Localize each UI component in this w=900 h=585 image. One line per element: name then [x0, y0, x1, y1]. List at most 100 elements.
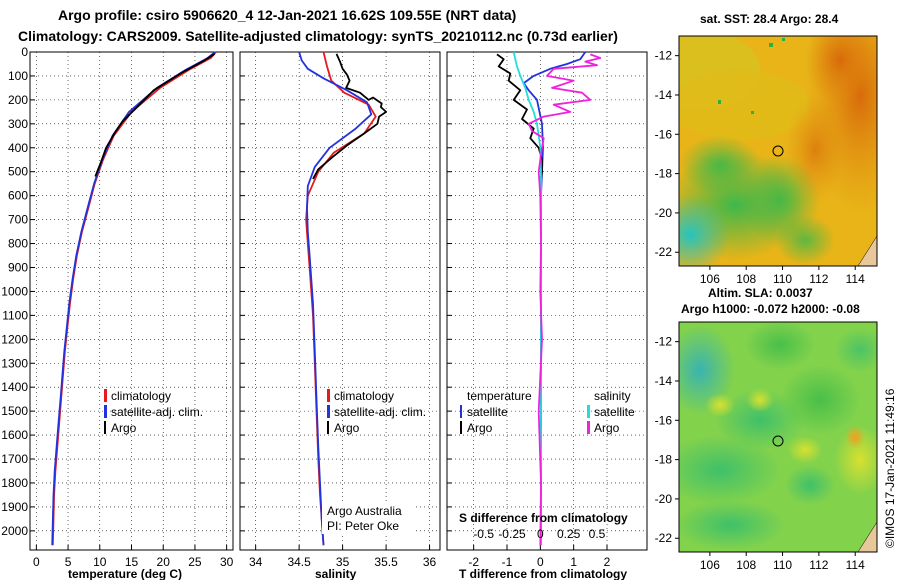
- depth-axis: 0 100 200 300 400 500 600 700 800 900 1000 1100 1200…: [1, 45, 28, 538]
- s-tick-label: -0.25: [498, 527, 526, 541]
- legend-swatch-climatology: [327, 389, 330, 402]
- sla-map: [679, 322, 877, 552]
- s-tick-label: 0: [537, 527, 544, 541]
- depth-tick-label: 300: [8, 117, 28, 131]
- x-tick-label: -1: [502, 555, 513, 569]
- legend-label-s-satellite: satellite: [594, 405, 635, 419]
- map-y-tick-label: -20: [655, 492, 673, 506]
- series-line-s-satellite: [512, 51, 542, 546]
- salinity-xlabel: salinity: [315, 567, 357, 580]
- depth-tick-label: 100: [8, 69, 28, 83]
- depth-tick-label: 500: [8, 165, 28, 179]
- series-line-climatology: [305, 51, 377, 546]
- depth-tick-label: 400: [8, 141, 28, 155]
- legend-swatch-t-argo: [460, 421, 462, 434]
- series-line-satellite-adj-clim-: [298, 51, 373, 546]
- header-line-1: Argo profile: csiro 5906620_4 12-Jan-202…: [58, 7, 516, 23]
- legend-swatch-s-satellite: [587, 405, 590, 418]
- header-line-2: Climatology: CARS2009. Satellite-adjuste…: [18, 28, 618, 44]
- map-y-tick-label: -14: [655, 88, 673, 102]
- legend-swatch-satellite: [327, 405, 330, 418]
- salinity-legend: climatology satellite-adj. clim. Argo: [327, 389, 426, 435]
- x-tick-label: 5: [65, 555, 72, 569]
- difference-xlabel: T difference from climatology: [459, 567, 627, 580]
- x-tick-label: 20: [157, 555, 171, 569]
- depth-tick-label: 1900: [1, 500, 28, 514]
- sst-map: [679, 36, 877, 266]
- legend-label-t-argo: Argo: [467, 421, 493, 435]
- depth-tick-label: 600: [8, 189, 28, 203]
- depth-tick-label: 1800: [1, 476, 28, 490]
- note-line-2: PI: Peter Oke: [327, 519, 399, 533]
- depth-tick-label: 200: [8, 93, 28, 107]
- s-difference-title: S difference from climatology: [459, 511, 628, 525]
- x-tick-label: 35.5: [374, 555, 398, 569]
- legend-label-s-argo: Argo: [594, 421, 620, 435]
- map-x-tick-label: 112: [809, 272, 828, 286]
- s-difference-axis: -0.5 -0.25 0 0.25 0.5: [473, 527, 605, 541]
- map-y-tick-label: -22: [655, 531, 673, 545]
- sla-map-title: Altim. SLA: 0.0037: [708, 286, 813, 300]
- map-y-tick-label: -12: [655, 49, 673, 63]
- argo-location-marker: [772, 145, 784, 157]
- x-tick-label: 2: [604, 555, 611, 569]
- depth-tick-label: 1300: [1, 356, 28, 370]
- note-line-1: Argo Australia: [327, 504, 402, 518]
- depth-tick-label: 1700: [1, 452, 28, 466]
- legend-label-satellite: satellite-adj. clim.: [334, 405, 426, 419]
- temperature-xlabel: temperature (deg C): [68, 567, 182, 580]
- note-background: [322, 502, 414, 534]
- legend-label-t-satellite: satellite: [467, 405, 508, 419]
- x-tick-label: 10: [93, 555, 107, 569]
- series-line-climatology: [51, 51, 217, 546]
- x-tick-label: 0: [33, 555, 40, 569]
- sla-map-subtitle: Argo h1000: -0.072 h2000: -0.08: [681, 302, 860, 316]
- depth-tick-label: 1000: [1, 284, 28, 298]
- depth-tick-label: 800: [8, 237, 28, 251]
- depth-tick-label: 700: [8, 213, 28, 227]
- depth-tick-label: 1400: [1, 380, 28, 394]
- x-axis-ticks: 0 5 10 15 20 25 30 34 34.5 35 35.5 36 -2 -1 0 1 2: [33, 555, 611, 569]
- legend-swatch-argo: [104, 421, 106, 434]
- sst-map-axes: 106 108 110 112 114 -12 -14 -16 -18 -20 -22: [655, 49, 865, 286]
- x-tick-label: 34: [249, 555, 263, 569]
- map-y-tick-label: -16: [655, 127, 673, 141]
- depth-tick-label: 1100: [2, 308, 28, 322]
- series-line-s-argo: [527, 53, 602, 546]
- legend-swatch-s-argo: [587, 421, 590, 434]
- series-line-argo: [94, 53, 216, 177]
- x-tick-label: 15: [125, 555, 139, 569]
- map-x-tick-label: 114: [846, 272, 865, 286]
- argo-location-marker: [772, 435, 784, 447]
- legend-label-climatology: climatology: [334, 389, 394, 403]
- difference-panel: [446, 51, 648, 551]
- depth-tick-label: 0: [21, 45, 28, 59]
- map-y-tick-label: -12: [655, 335, 673, 349]
- credit-text: ©IMOS 17-Jan-2021 11:49:16: [883, 388, 897, 548]
- legend-label-climatology: climatology: [111, 389, 171, 403]
- x-tick-label: 1: [570, 555, 577, 569]
- sst-map-title: sat. SST: 28.4 Argo: 28.4: [700, 12, 839, 26]
- map-x-tick-label: 108: [736, 272, 756, 286]
- map-y-tick-label: -22: [655, 245, 673, 259]
- salinity-panel: [239, 51, 441, 551]
- legend-heading-salinity: salinity: [594, 389, 631, 403]
- legend-label-satellite: satellite-adj. clim.: [111, 405, 203, 419]
- x-tick-label: 36: [423, 555, 437, 569]
- x-tick-label: 35: [336, 555, 350, 569]
- map-y-tick-label: -16: [655, 413, 673, 427]
- s-tick-label: 0.5: [589, 527, 606, 541]
- legend-swatch-climatology: [104, 389, 107, 402]
- coast-land-shape: [857, 235, 877, 266]
- s-tick-label: 0.25: [557, 527, 581, 541]
- depth-tick-label: 1600: [1, 428, 28, 442]
- depth-tick-label: 1200: [1, 332, 28, 346]
- map-x-tick-label: 108: [736, 558, 756, 572]
- depth-tick-label: 900: [8, 260, 28, 274]
- x-tick-label: 30: [220, 555, 234, 569]
- x-tick-label: 25: [188, 555, 202, 569]
- legend-heading-temperature: temperature: [467, 389, 532, 403]
- depth-tick-label: 2000: [1, 524, 28, 538]
- depth-tick-label: 1500: [1, 404, 28, 418]
